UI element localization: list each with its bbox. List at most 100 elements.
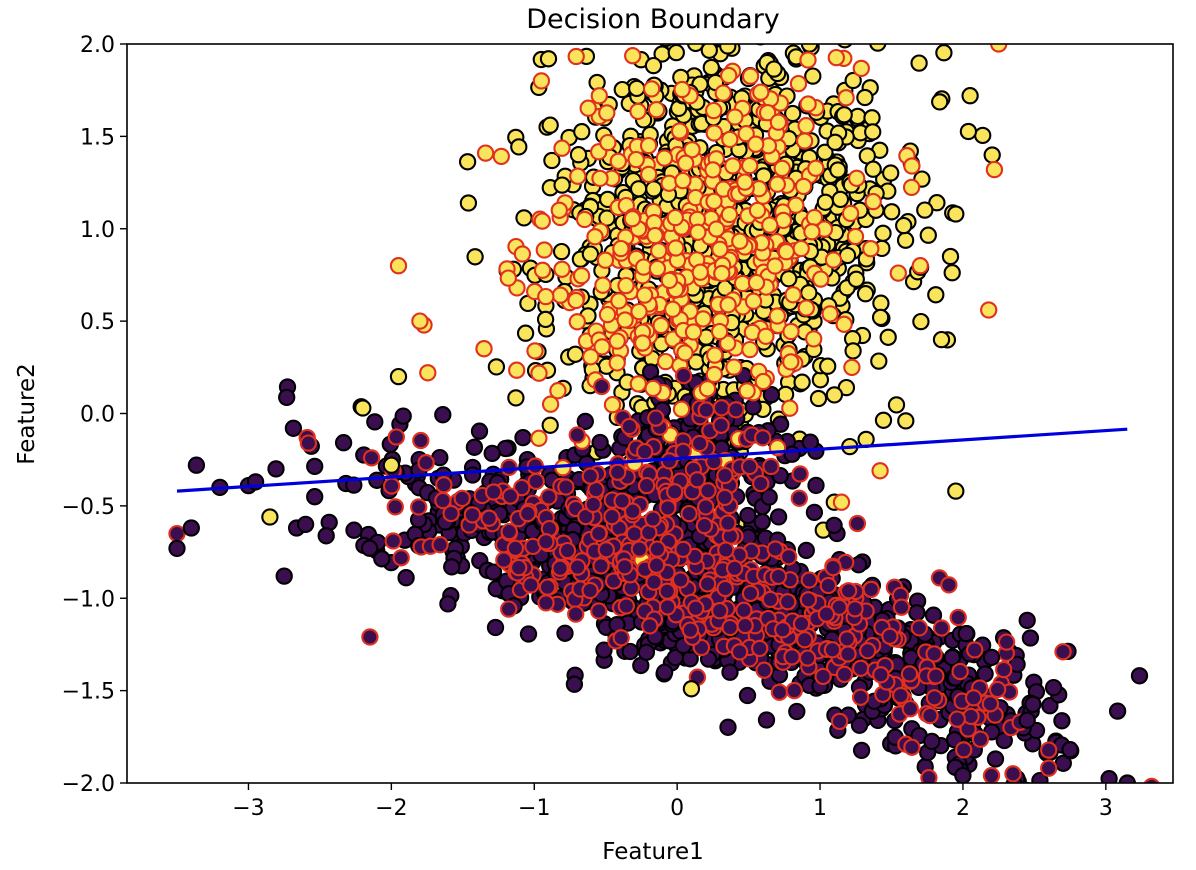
test-point-class1 (567, 47, 585, 66)
train-point-class0 (565, 675, 584, 693)
test-point-class1 (797, 299, 815, 317)
test-point-class0 (480, 509, 498, 527)
test-point-class0 (838, 630, 856, 648)
test-point-class0 (755, 661, 773, 679)
train-point-class0 (470, 422, 489, 440)
test-point-class1 (593, 338, 611, 356)
test-point-class0 (741, 584, 760, 603)
test-point-class1 (569, 167, 587, 185)
train-point-class1 (882, 164, 900, 182)
test-point-class1 (629, 102, 647, 121)
train-point-class1 (809, 389, 828, 408)
train-point-class1 (354, 399, 372, 417)
test-point-class0 (819, 576, 837, 595)
test-point-class0 (712, 416, 730, 434)
train-point-class1 (947, 482, 965, 500)
test-point-class1 (724, 157, 742, 175)
x-axis: −3 −2 −1 0 1 2 3 (232, 783, 1113, 821)
test-point-class0 (814, 667, 832, 686)
train-point-class1 (897, 412, 915, 430)
test-point-class1 (719, 296, 737, 314)
train-point-class1 (628, 79, 646, 98)
test-point-class1 (803, 223, 821, 241)
train-point-class0 (486, 618, 505, 637)
test-point-class1 (794, 177, 813, 196)
train-point-class1 (856, 88, 874, 107)
test-point-class0 (716, 579, 734, 598)
test-point-class1 (747, 273, 766, 292)
train-point-class0 (954, 766, 972, 783)
test-point-class0 (501, 487, 520, 505)
test-point-class0 (949, 608, 967, 627)
test-point-class1 (835, 315, 853, 333)
test-point-class0 (892, 598, 911, 616)
train-point-class0 (805, 503, 824, 522)
train-point-class1 (941, 247, 960, 266)
test-point-class1 (832, 493, 851, 511)
y-tick-label: 2.0 (80, 33, 115, 58)
train-point-class1 (389, 367, 408, 386)
test-point-class0 (500, 522, 518, 541)
test-point-class1 (795, 132, 814, 150)
test-point-class0 (754, 429, 772, 447)
test-point-class0 (848, 514, 867, 533)
test-point-class1 (533, 261, 552, 279)
test-point-class0 (442, 504, 460, 523)
train-point-class0 (719, 718, 737, 736)
test-point-class0 (735, 601, 753, 619)
test-point-class1 (843, 358, 861, 377)
test-point-class1 (903, 157, 921, 175)
test-point-class1 (526, 342, 544, 360)
test-point-class1 (492, 147, 510, 166)
test-point-class1 (652, 316, 670, 335)
train-point-class1 (516, 324, 535, 342)
test-point-class1 (568, 313, 586, 331)
test-point-class1 (499, 269, 517, 287)
test-point-class1 (634, 334, 652, 352)
train-point-class0 (1031, 771, 1049, 783)
test-point-class1 (475, 340, 493, 358)
test-point-class1 (784, 286, 802, 304)
test-point-class1 (647, 101, 666, 119)
train-point-class1 (844, 342, 862, 360)
train-point-class0 (576, 412, 594, 431)
train-point-class0 (556, 624, 574, 642)
test-point-class0 (791, 465, 809, 483)
train-point-class0 (982, 648, 1001, 667)
train-point-class1 (700, 44, 718, 59)
test-point-class0 (817, 605, 836, 623)
train-point-class1 (983, 146, 1001, 164)
y-tick-label: 1.0 (80, 218, 115, 243)
train-point-class0 (296, 515, 315, 534)
test-point-class0 (800, 571, 818, 589)
train-point-class0 (655, 663, 674, 681)
test-point-class0 (361, 628, 379, 646)
test-point-class0 (697, 401, 715, 419)
test-point-class1 (617, 276, 635, 295)
test-point-class0 (603, 507, 621, 526)
test-point-class1 (537, 287, 555, 306)
train-point-class1 (541, 116, 559, 134)
train-point-class1 (539, 50, 558, 68)
test-point-class0 (770, 683, 789, 701)
train-point-class0 (267, 460, 285, 478)
train-point-class1 (864, 123, 882, 141)
test-point-class0 (577, 507, 595, 526)
train-point-class1 (916, 201, 934, 219)
train-point-class0 (738, 686, 757, 705)
train-point-class0 (1108, 702, 1127, 720)
test-point-class0 (384, 532, 402, 550)
test-point-class0 (613, 492, 631, 510)
test-point-class0 (830, 712, 849, 731)
x-tick-label: −3 (232, 796, 264, 821)
test-point-class0 (769, 567, 788, 586)
train-point-class1 (581, 245, 600, 263)
test-point-class1 (389, 257, 408, 275)
test-point-class1 (911, 257, 929, 275)
test-point-class0 (537, 533, 555, 551)
test-point-class1 (805, 330, 823, 348)
test-point-class0 (839, 582, 858, 600)
test-point-class0 (900, 665, 919, 683)
train-point-class1 (912, 312, 930, 331)
test-point-class1 (551, 286, 570, 304)
